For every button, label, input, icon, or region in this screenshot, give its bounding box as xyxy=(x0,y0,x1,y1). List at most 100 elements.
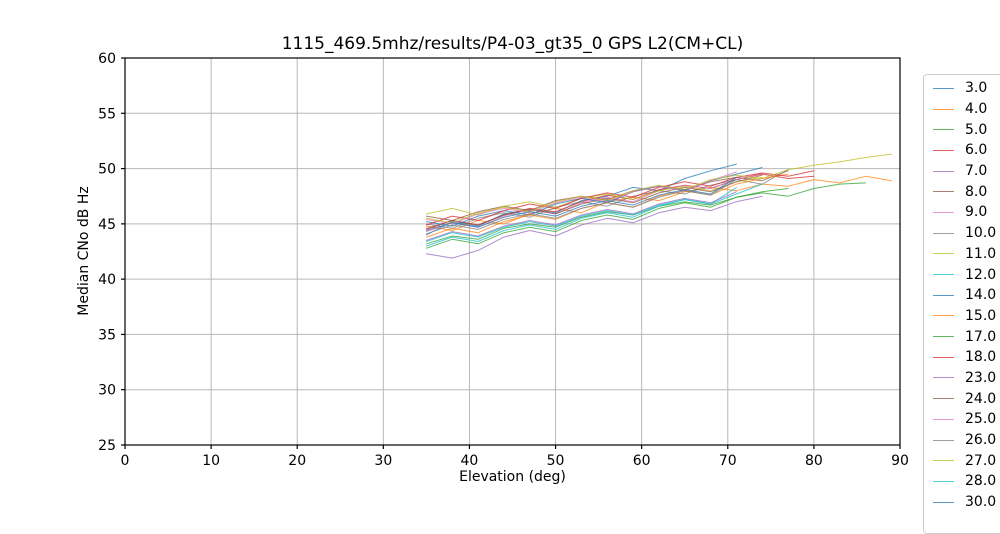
legend-label: 10.0 xyxy=(965,225,997,242)
legend-swatch-line xyxy=(933,129,954,131)
legend-swatch-line xyxy=(933,356,954,358)
legend-label: 6.0 xyxy=(965,142,988,159)
legend-swatch-line xyxy=(933,87,954,89)
legend-item: 17.0 xyxy=(931,326,1000,347)
legend-label: 14.0 xyxy=(965,287,997,304)
x-tick-label: 90 xyxy=(891,453,909,469)
y-tick-label: 30 xyxy=(98,383,116,399)
legend-swatch-line xyxy=(933,232,954,234)
series-line-27.0 xyxy=(425,153,892,224)
series-line-30.0 xyxy=(425,176,737,231)
legend-swatch-line xyxy=(933,460,954,462)
plot-area: 0 10 20 30 40 50 60 70 80 90 25 30 35 40 45 50 55 60 xyxy=(98,51,909,469)
legend-item: 3.0 xyxy=(931,78,1000,99)
series-line-4.0 xyxy=(425,175,892,231)
legend-item: 14.0 xyxy=(931,285,1000,306)
series-line-7.0 xyxy=(425,195,763,259)
x-tick-label: 50 xyxy=(547,453,565,469)
legend-item: 6.0 xyxy=(931,140,1000,161)
x-tick-label: 30 xyxy=(374,453,392,469)
legend-label: 28.0 xyxy=(965,473,997,490)
legend-item: 9.0 xyxy=(931,202,1000,223)
legend-label: 23.0 xyxy=(965,369,997,386)
series-line-10.0 xyxy=(425,169,789,229)
legend-label: 27.0 xyxy=(965,452,997,469)
legend-item: 18.0 xyxy=(931,347,1000,368)
legend-item: 23.0 xyxy=(931,368,1000,389)
legend-item: 15.0 xyxy=(931,306,1000,327)
legend-item: 25.0 xyxy=(931,409,1000,430)
legend-item: 26.0 xyxy=(931,430,1000,451)
legend-label: 25.0 xyxy=(965,411,997,428)
legend-item: 8.0 xyxy=(931,181,1000,202)
legend-label: 18.0 xyxy=(965,349,997,366)
legend-swatch-line xyxy=(933,294,954,296)
legend-swatch-line xyxy=(933,398,954,400)
legend-label: 26.0 xyxy=(965,432,997,449)
series-line-23.0 xyxy=(425,191,737,241)
legend-label: 15.0 xyxy=(965,307,997,324)
legend-label: 24.0 xyxy=(965,390,997,407)
series-line-26.0 xyxy=(425,179,737,235)
y-tick-label: 40 xyxy=(98,272,116,288)
legend-item: 7.0 xyxy=(931,161,1000,182)
legend-swatch-line xyxy=(933,377,954,379)
series-line-11.0 xyxy=(425,176,763,216)
legend-label: 7.0 xyxy=(965,163,988,180)
x-tick-label: 40 xyxy=(461,453,479,469)
x-tick-label: 20 xyxy=(288,453,306,469)
series-line-18.0 xyxy=(425,170,815,226)
series-line-3.0 xyxy=(425,163,737,236)
legend-swatch-line xyxy=(933,501,954,503)
y-tick-label: 35 xyxy=(98,327,116,343)
series-line-15.0 xyxy=(425,173,789,238)
legend-label: 30.0 xyxy=(965,494,997,511)
x-tick-label: 0 xyxy=(121,453,130,469)
legend-item: 11.0 xyxy=(931,244,1000,265)
series-line-17.0 xyxy=(425,188,789,249)
series-line-5.0 xyxy=(425,182,867,245)
legend-swatch-line xyxy=(933,439,954,441)
x-tick-label: 70 xyxy=(719,453,737,469)
series-line-24.0 xyxy=(425,174,763,229)
legend-label: 4.0 xyxy=(965,101,988,118)
legend-item: 27.0 xyxy=(931,450,1000,471)
legend-swatch-line xyxy=(933,149,954,151)
y-tick-label: 60 xyxy=(98,51,116,67)
legend-swatch-line xyxy=(933,253,954,255)
legend-label: 12.0 xyxy=(965,266,997,283)
y-tick-label: 50 xyxy=(98,162,116,178)
x-tick-label: 80 xyxy=(805,453,823,469)
legend-swatch-line xyxy=(933,418,954,420)
legend-item: 4.0 xyxy=(931,99,1000,120)
legend-item: 28.0 xyxy=(931,471,1000,492)
legend-swatch-line xyxy=(933,170,954,172)
x-tick-label: 60 xyxy=(633,453,651,469)
legend-label: 3.0 xyxy=(965,80,988,97)
legend-label: 11.0 xyxy=(965,245,997,262)
y-tick-label: 45 xyxy=(98,217,116,233)
y-tick-label: 25 xyxy=(98,438,116,454)
x-axis-label: Elevation (deg) xyxy=(459,469,566,485)
legend-swatch-line xyxy=(933,336,954,338)
legend-label: 9.0 xyxy=(965,204,988,221)
legend-swatch-line xyxy=(933,108,954,110)
legend-item: 30.0 xyxy=(931,492,1000,513)
legend-label: 8.0 xyxy=(965,183,988,200)
legend-swatch-line xyxy=(933,211,954,213)
x-tick-label: 10 xyxy=(202,453,220,469)
legend-label: 17.0 xyxy=(965,328,997,345)
legend-swatch-line xyxy=(933,274,954,276)
legend-item: 10.0 xyxy=(931,223,1000,244)
legend-swatch-line xyxy=(933,315,954,317)
legend-label: 5.0 xyxy=(965,121,988,138)
legend: 3.0 4.0 5.0 6.0 7.0 8.0 9.0 10.0 11.0 12.0 14.0 15.… xyxy=(923,74,1000,534)
chart-title: 1115_469.5mhz/results/P4-03_gt35_0 GPS L… xyxy=(281,34,744,54)
legend-item: 5.0 xyxy=(931,119,1000,140)
legend-item: 24.0 xyxy=(931,388,1000,409)
axes-spines xyxy=(124,57,901,446)
y-tick-label: 55 xyxy=(98,106,116,122)
legend-item: 12.0 xyxy=(931,264,1000,285)
legend-swatch-line xyxy=(933,191,954,193)
series-line-8.0 xyxy=(425,170,789,221)
